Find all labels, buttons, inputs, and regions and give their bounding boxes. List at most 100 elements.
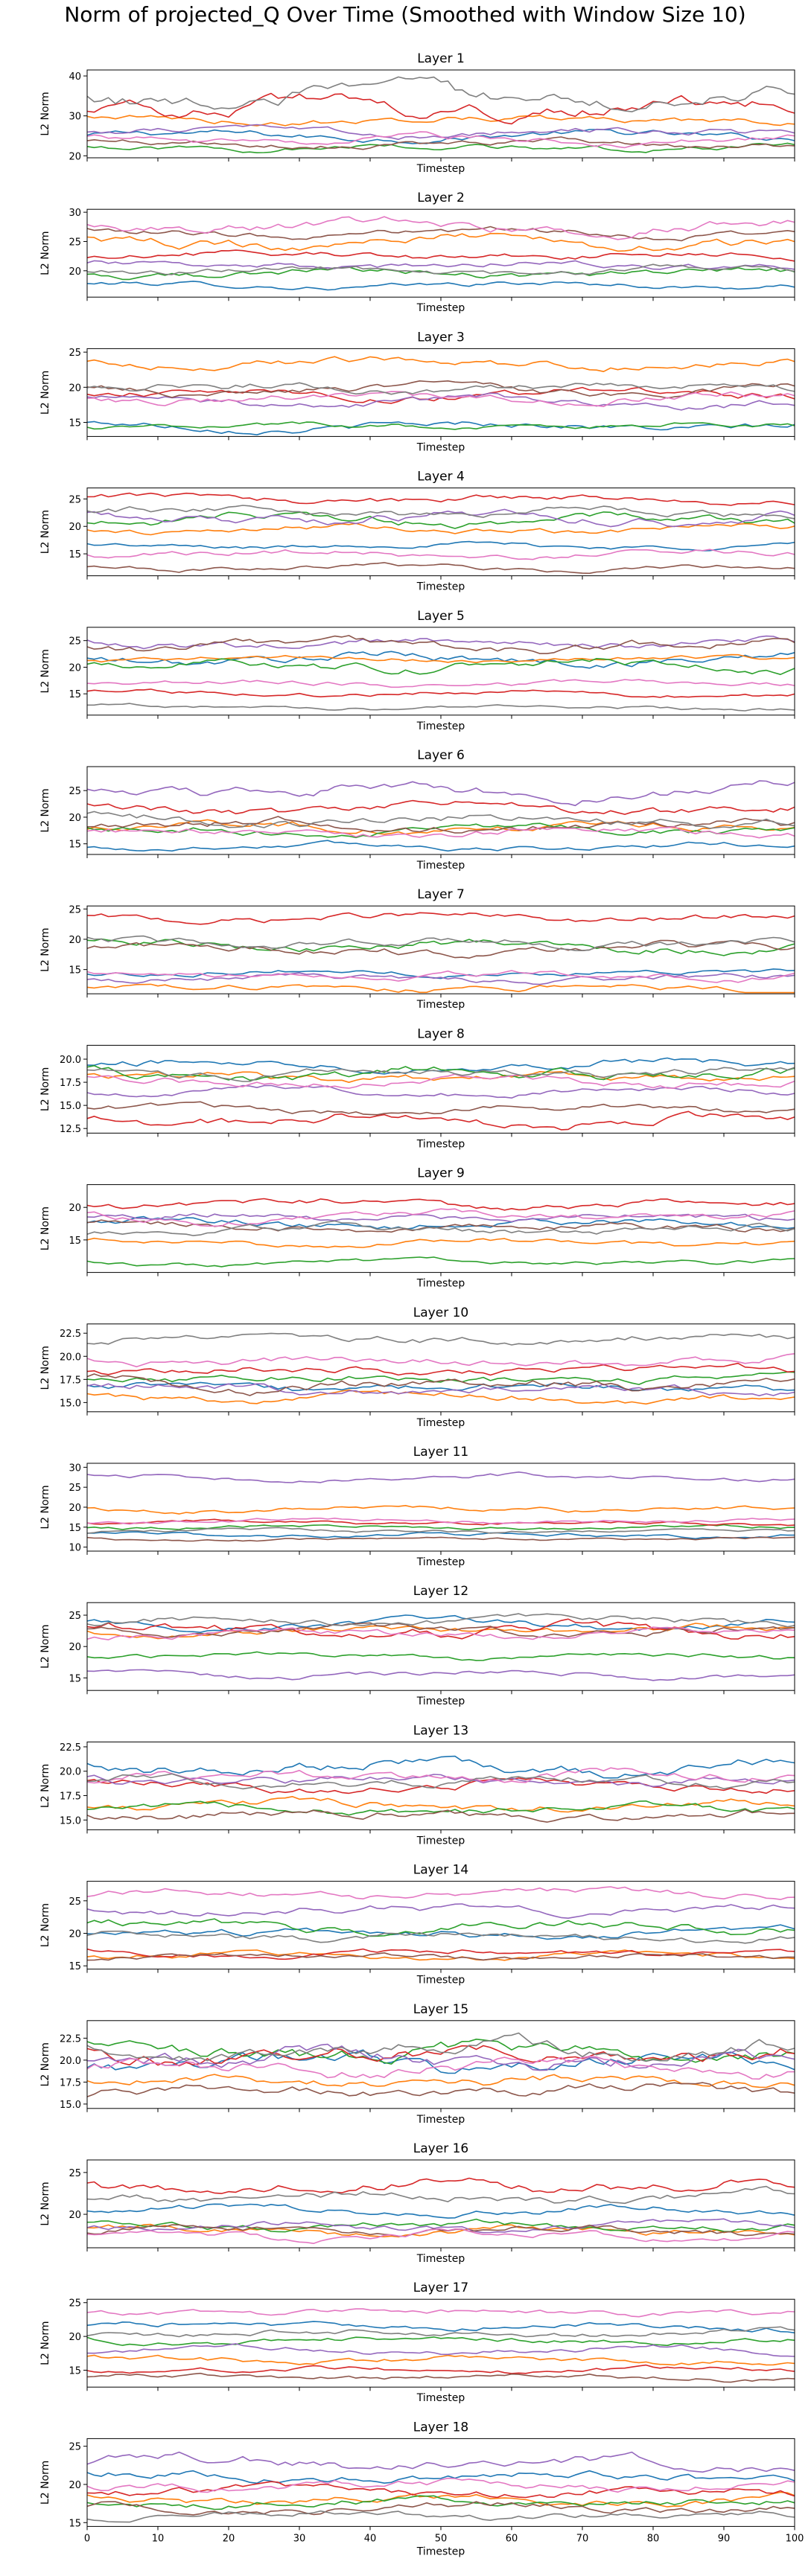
subplot-grid: Layer 1 L2 Norm Timestep 20 30 40 Layer 2 L2 No… [39, 51, 804, 2557]
x-tick-label: 10 [152, 2533, 165, 2544]
x-axis-label: Timestep [416, 163, 465, 175]
y-axis-label: L2 Norm [39, 1067, 51, 1111]
series-line-5 [86, 1471, 795, 1483]
subplot-layer-9: Layer 9 L2 Norm Timestep 15 20 [39, 1166, 795, 1290]
y-axis-label: L2 Norm [39, 2182, 51, 2225]
axes-frame [86, 488, 795, 577]
y-tick-label: 25 [69, 1611, 81, 1622]
subplot-title: Layer 11 [413, 1445, 468, 1460]
series-line-3 [86, 1651, 795, 1661]
series-line-3 [86, 657, 795, 676]
series-line-6 [86, 1219, 795, 1233]
series-line-3 [86, 1371, 795, 1385]
subplot-title: Layer 15 [413, 2002, 468, 2017]
subplot-layer-1: Layer 1 L2 Norm Timestep 20 30 40 [39, 51, 795, 175]
series-line-2 [86, 983, 795, 994]
subplot-layer-16: Layer 16 L2 Norm Timestep 20 25 [39, 2141, 795, 2265]
y-tick-label: 20 [69, 935, 81, 946]
series-line-8 [86, 2185, 795, 2205]
x-axis-label: Timestep [416, 2392, 465, 2404]
series-line-4 [86, 2364, 795, 2374]
series-line-6 [86, 2224, 795, 2237]
x-axis-label: Timestep [416, 441, 465, 453]
y-axis-label: L2 Norm [39, 2042, 51, 2086]
y-tick-label: 20 [69, 266, 81, 278]
series-line-8 [86, 1067, 795, 1082]
y-tick-label: 20.0 [60, 1767, 81, 1778]
axes-frame [86, 2298, 795, 2388]
subplot-title: Layer 9 [417, 1166, 465, 1181]
series-line-4 [86, 249, 795, 262]
series-line-5 [86, 972, 795, 985]
axes-frame [86, 627, 795, 716]
subplot-layer-10: Layer 10 L2 Norm Timestep 15.0 17.5 20.0 22.5 [39, 1305, 795, 1429]
subplot-title: Layer 3 [417, 330, 465, 345]
y-axis-label: L2 Norm [39, 1625, 51, 1669]
y-tick-label: 25 [69, 348, 81, 359]
series-line-8 [86, 1527, 795, 1534]
y-tick-label: 30 [69, 112, 81, 123]
series-line-4 [86, 1362, 795, 1376]
subplot-layer-11: Layer 11 L2 Norm Timestep 10 15 20 25 30 [39, 1445, 795, 1568]
y-tick-label: 25 [69, 636, 81, 648]
x-tick-label: 50 [435, 2533, 448, 2544]
series-line-2 [86, 2491, 795, 2508]
y-tick-label: 25 [69, 2168, 81, 2179]
y-tick-label: 15.0 [60, 1101, 81, 1112]
series-line-4 [86, 1110, 795, 1131]
x-tick-label: 40 [364, 2533, 377, 2544]
y-tick-label: 25 [69, 237, 81, 248]
series-line-3 [86, 2336, 795, 2347]
x-axis-label: Timestep [416, 581, 465, 593]
series-line-6 [86, 380, 795, 399]
y-tick-label: 15 [69, 1236, 81, 1247]
series-line-4 [86, 799, 795, 815]
series-line-2 [86, 356, 795, 373]
series-line-8 [86, 2326, 795, 2338]
subplot-layer-8: Layer 8 L2 Norm Timestep 12.5 15.0 17.5 20.0 [39, 1026, 795, 1150]
series-line-7 [86, 826, 795, 839]
series-line-2 [86, 1389, 795, 1405]
x-axis-label: Timestep [416, 1138, 465, 1150]
series-line-7 [86, 2228, 795, 2244]
subplot-title: Layer 14 [413, 1863, 468, 1878]
y-axis-label: L2 Norm [39, 92, 51, 135]
axes-frame [86, 348, 795, 437]
y-tick-label: 15 [69, 1673, 81, 1684]
series-line-1 [86, 1057, 795, 1075]
series-line-4 [86, 1198, 795, 1211]
series-line-4 [86, 912, 795, 925]
x-axis-label: Timestep [416, 2114, 465, 2126]
series-line-2 [86, 653, 795, 664]
y-tick-label: 12.5 [60, 1124, 81, 1135]
axes-frame [86, 905, 795, 994]
series-line-3 [86, 421, 795, 430]
subplot-title: Layer 12 [413, 1584, 468, 1599]
y-tick-label: 20 [69, 662, 81, 674]
series-line-1 [86, 2203, 795, 2219]
series-line-7 [86, 679, 795, 688]
subplot-title: Layer 13 [413, 1723, 468, 1738]
series-line-3 [86, 822, 795, 839]
series-line-2 [86, 1237, 795, 1248]
series-line-1 [86, 2470, 795, 2484]
series-line-7 [86, 2056, 795, 2080]
subplot-layer-17: Layer 17 L2 Norm Timestep 15 20 25 [39, 2281, 795, 2404]
subplot-layer-6: Layer 6 L2 Norm Timestep 15 20 25 [39, 748, 795, 872]
y-tick-label: 17.5 [60, 1375, 81, 1386]
y-tick-label: 20 [69, 151, 81, 162]
series-line-1 [86, 129, 795, 144]
series-line-8 [86, 811, 795, 829]
y-tick-label: 15 [69, 2518, 81, 2529]
x-tick-label: 30 [293, 2533, 306, 2544]
y-tick-label: 22.5 [60, 2033, 81, 2045]
axes-frame [86, 1881, 795, 1970]
y-axis-label: L2 Norm [39, 649, 51, 693]
y-axis-label: L2 Norm [39, 2461, 51, 2505]
series-line-2 [86, 1071, 795, 1083]
y-tick-label: 20 [69, 1203, 81, 1214]
series-line-1 [86, 968, 795, 979]
axes-frame [86, 2159, 795, 2249]
series-line-7 [86, 1208, 795, 1227]
y-axis-label: L2 Norm [39, 1903, 51, 1947]
